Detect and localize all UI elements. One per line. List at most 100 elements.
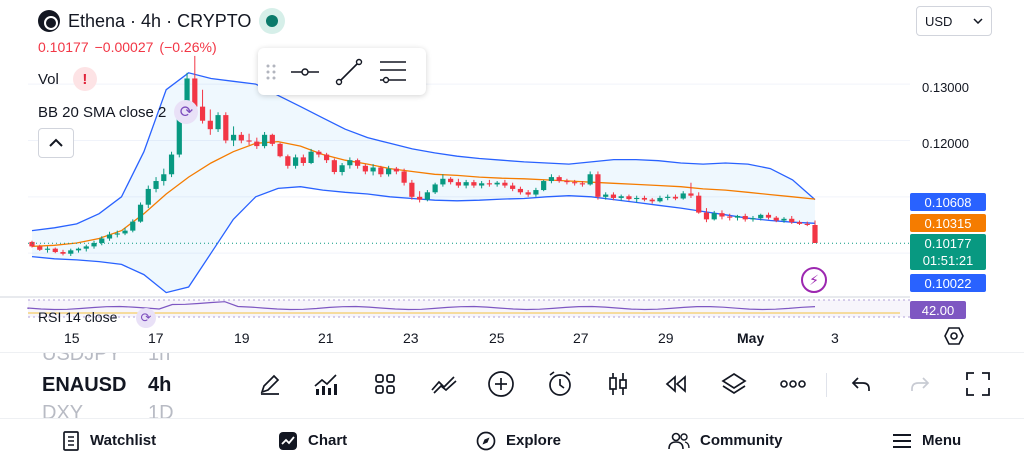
candle-body xyxy=(796,222,803,224)
bollinger-upper-line xyxy=(31,72,816,232)
symbol-title[interactable]: Ethena · 4h · CRYPTO xyxy=(68,10,252,31)
price-change-pct: (−0.26%) xyxy=(159,39,217,55)
candle-body xyxy=(300,157,306,163)
candle-body xyxy=(727,216,733,218)
replay-clock-icon[interactable] xyxy=(544,368,576,400)
candle-body xyxy=(649,199,655,202)
nav-chart[interactable]: Chart xyxy=(278,419,347,461)
pencil-icon[interactable] xyxy=(254,368,286,400)
candle-body xyxy=(595,174,601,197)
candle-body xyxy=(75,248,82,251)
market-status-icon[interactable] xyxy=(259,8,286,34)
drag-handle-icon[interactable] xyxy=(266,64,276,80)
indicators-icon[interactable] xyxy=(310,368,342,400)
currency-select[interactable]: USD xyxy=(916,6,992,36)
candle-body xyxy=(533,190,539,195)
chart-icon xyxy=(279,431,297,450)
toolbar-divider xyxy=(826,373,827,397)
candle-body xyxy=(161,174,167,182)
candle-body xyxy=(308,151,314,163)
chart-type-icon[interactable] xyxy=(428,368,460,400)
bar-countdown: 01:51:21 xyxy=(922,253,974,268)
symbol-item[interactable]: USDJPY 1h xyxy=(42,353,182,366)
chart-settings-icon[interactable] xyxy=(944,326,964,351)
candle-body xyxy=(610,194,617,198)
candle-body xyxy=(587,174,593,185)
candle-body xyxy=(106,234,113,239)
candle-body xyxy=(424,192,430,200)
lower-band-price-tag: 0.10022 xyxy=(910,274,986,292)
horizontal-lines-icon[interactable] xyxy=(378,58,408,86)
symbol-switcher[interactable]: USDJPY 1h ENAUSD 4h DXY 1D xyxy=(42,353,182,419)
candle-body xyxy=(719,213,725,217)
nav-menu[interactable]: Menu xyxy=(892,419,961,461)
nav-watchlist[interactable]: Watchlist xyxy=(62,419,156,461)
candle-body xyxy=(68,250,74,254)
candle-body xyxy=(261,134,268,147)
bb-indicator-label[interactable]: BB 20 SMA close 2 xyxy=(38,103,167,121)
candle-body xyxy=(471,182,477,186)
symbol-name: ENAUSD xyxy=(42,374,127,396)
candle-body xyxy=(347,160,353,166)
more-icon[interactable] xyxy=(777,368,809,400)
candle-body xyxy=(486,183,492,185)
loading-icon: ⟳ xyxy=(174,100,199,124)
symbol-interval: 4h xyxy=(148,374,172,396)
symbol-item-active[interactable]: ENAUSD 4h xyxy=(42,374,182,397)
vol-indicator-label[interactable]: Vol xyxy=(38,70,59,88)
nav-explore[interactable]: Explore xyxy=(476,419,561,461)
candle-body xyxy=(579,183,586,185)
candle-body xyxy=(238,134,244,141)
undo-icon[interactable] xyxy=(845,368,877,400)
layers-icon[interactable] xyxy=(718,368,750,400)
trend-line-icon[interactable] xyxy=(334,58,364,86)
candles-icon[interactable] xyxy=(602,368,634,400)
loading-icon: ⟳ xyxy=(136,308,156,328)
last-price-tag: 0.10177 01:51:21 xyxy=(910,234,986,270)
candle-body xyxy=(192,78,198,107)
time-axis-label: 15 xyxy=(64,330,80,346)
bottom-navigation: Watchlist Chart Explore Community Menu xyxy=(0,418,1024,461)
rsi-value-tag: 42.00 xyxy=(910,301,966,319)
rewind-icon[interactable] xyxy=(660,368,692,400)
price-axis-tick: 0.13000 xyxy=(922,80,969,95)
symbol-interval: 1D xyxy=(148,402,174,419)
candle-body xyxy=(362,165,368,172)
candle-body xyxy=(99,238,105,244)
candle-body xyxy=(37,246,43,250)
candle-body xyxy=(393,168,399,172)
chart-area[interactable]: Ethena · 4h · CRYPTO 0.10177 −0.00027 (−… xyxy=(0,0,1024,352)
candle-body xyxy=(184,78,190,118)
candle-body xyxy=(703,212,710,220)
candle-body xyxy=(696,195,702,213)
last-price: 0.10177 xyxy=(38,39,89,55)
symbol-item[interactable]: DXY 1D xyxy=(42,402,182,419)
add-icon[interactable] xyxy=(485,368,517,400)
lightning-icon[interactable]: ⚡ xyxy=(801,267,827,293)
candle-body xyxy=(137,204,144,222)
templates-icon[interactable] xyxy=(369,368,401,400)
horizontal-line-icon[interactable] xyxy=(290,66,320,78)
warning-icon[interactable]: ! xyxy=(72,67,97,91)
candle-body xyxy=(448,178,454,183)
time-axis-label: 19 xyxy=(234,330,250,346)
candle-body xyxy=(83,246,89,249)
nav-watchlist-label: Watchlist xyxy=(90,432,157,449)
drawing-toolbar xyxy=(258,48,426,95)
collapse-legend-button[interactable] xyxy=(38,128,74,158)
upper-band-price-tag: 0.10608 xyxy=(910,193,986,211)
candle-body xyxy=(564,181,570,183)
time-axis-label: 21 xyxy=(318,330,334,346)
price-chart[interactable] xyxy=(0,0,1024,352)
time-axis-label: 27 xyxy=(573,330,589,346)
nav-community[interactable]: Community xyxy=(668,419,783,461)
candle-body xyxy=(122,230,128,234)
candle-body xyxy=(634,197,640,200)
rsi-indicator-label[interactable]: RSI 14 close xyxy=(38,309,118,325)
fullscreen-icon[interactable] xyxy=(962,368,994,400)
candle-body xyxy=(114,233,120,235)
candle-body xyxy=(285,156,291,166)
time-axis-label: 29 xyxy=(658,330,674,346)
candle-body xyxy=(417,196,423,200)
candle-body xyxy=(44,248,51,250)
